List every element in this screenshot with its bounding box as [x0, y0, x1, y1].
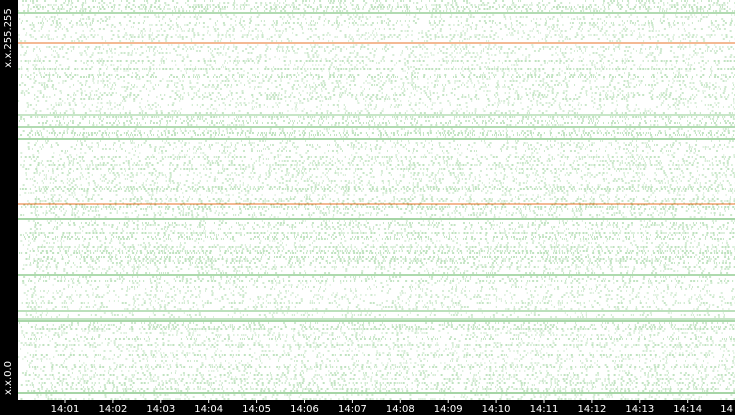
x-axis-label: 14:11 — [530, 404, 559, 415]
x-axis-label: 14:04 — [194, 404, 223, 415]
x-axis-label: 14:13 — [625, 404, 654, 415]
x-axis-label: 14:06 — [290, 404, 319, 415]
x-axis-label: 14 — [720, 404, 733, 415]
x-axis-label: 14:07 — [338, 404, 367, 415]
x-axis-label: 14:14 — [673, 404, 702, 415]
plot-area — [18, 0, 735, 400]
axis-labels: x.x.255.255 x.x.0.0 14:01 14:02 14:03 14:04 14… — [3, 8, 733, 415]
x-axis-label: 14:03 — [146, 404, 175, 415]
x-axis-label: 14:01 — [51, 404, 80, 415]
x-axis-label: 14:12 — [577, 404, 606, 415]
activity-texture — [18, 0, 735, 400]
y-axis-label: x.x.255.255 — [3, 8, 14, 68]
x-axis-label: 14:10 — [482, 404, 511, 415]
y-axis-label: x.x.0.0 — [3, 361, 14, 395]
x-axis-label: 14:09 — [434, 404, 463, 415]
x-axis-label: 14:08 — [386, 404, 415, 415]
x-axis-label: 14:02 — [98, 404, 127, 415]
x-axis-label: 14:05 — [242, 404, 271, 415]
